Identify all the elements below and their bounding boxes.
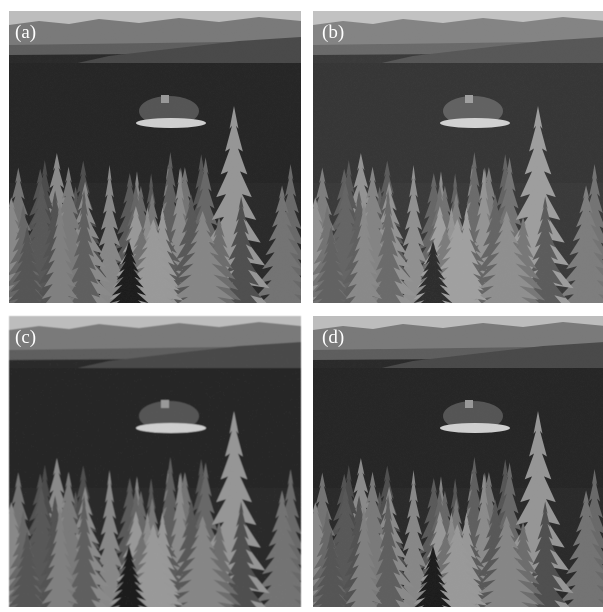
- figure: (a) (b) (c) (d): [0, 0, 603, 607]
- panel: (b): [283, 11, 603, 311]
- panel-label: (c): [15, 327, 36, 348]
- panel-label: (b): [322, 22, 344, 43]
- panel: (c): [0, 316, 316, 607]
- panel: (d): [283, 316, 603, 607]
- panel-label: (a): [15, 22, 36, 43]
- panel-label: (d): [322, 327, 344, 348]
- page: (a) (b) (c) (d) (() => { const data = JS…: [0, 0, 603, 607]
- panel: (a): [0, 11, 316, 311]
